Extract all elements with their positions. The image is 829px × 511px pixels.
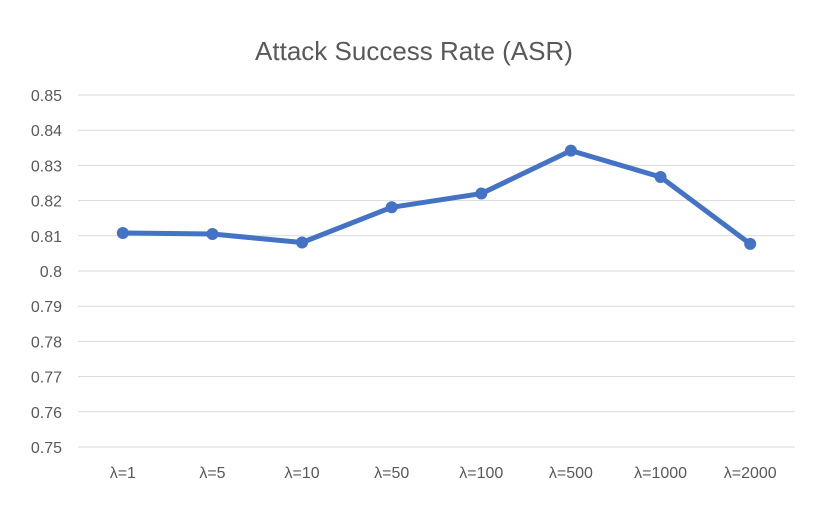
x-tick-label: λ=1 xyxy=(110,465,136,482)
data-point xyxy=(206,228,219,241)
x-tick-label: λ=1000 xyxy=(634,465,687,482)
y-tick-label: 0.84 xyxy=(31,123,62,140)
data-point xyxy=(296,236,309,249)
data-point xyxy=(744,237,757,250)
data-point xyxy=(385,201,398,214)
y-tick-label: 0.82 xyxy=(31,194,62,211)
x-tick-label: λ=2000 xyxy=(724,465,777,482)
y-tick-label: 0.78 xyxy=(31,334,62,351)
x-tick-label: λ=100 xyxy=(459,465,503,482)
y-tick-label: 0.8 xyxy=(40,264,62,281)
chart-title: Attack Success Rate (ASR) xyxy=(255,36,573,66)
y-axis-tick-labels: 0.85 0.84 0.83 0.82 0.81 0.8 0.79 0.78 0.77 0.76 0… xyxy=(31,88,62,457)
data-point xyxy=(654,171,667,184)
y-tick-label: 0.83 xyxy=(31,158,62,175)
x-axis-tick-labels: λ=1 λ=5 λ=10 λ=50 λ=100 λ=500 λ=1000 λ=2000 xyxy=(110,465,777,482)
y-tick-label: 0.77 xyxy=(31,370,62,387)
y-tick-label: 0.75 xyxy=(31,440,62,457)
data-point xyxy=(475,187,488,200)
data-point xyxy=(564,144,577,157)
gridlines xyxy=(78,94,795,448)
y-tick-label: 0.81 xyxy=(31,229,62,246)
x-tick-label: λ=5 xyxy=(199,465,225,482)
series-line xyxy=(120,148,753,247)
y-tick-label: 0.76 xyxy=(31,405,62,422)
y-tick-label: 0.85 xyxy=(31,88,62,105)
data-point xyxy=(116,226,129,239)
x-tick-label: λ=50 xyxy=(374,465,409,482)
x-tick-label: λ=10 xyxy=(284,465,319,482)
y-tick-label: 0.79 xyxy=(31,299,62,316)
series-group xyxy=(116,144,757,250)
x-tick-label: λ=500 xyxy=(549,465,593,482)
